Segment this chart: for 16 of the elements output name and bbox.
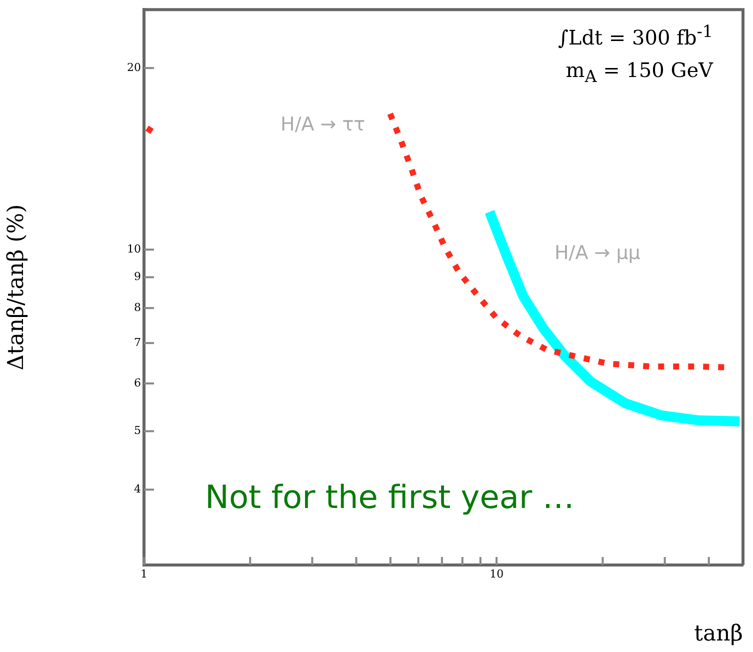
x-axis-title: tanβ xyxy=(694,622,743,647)
annotation: m$_{A}$ = 150 GeV xyxy=(566,58,713,86)
y-tick-label: 9 xyxy=(134,270,141,284)
y-tick-label: 8 xyxy=(134,300,141,314)
y-axis-title: Δtanβ/tanβ (%) xyxy=(4,204,29,370)
y-tick-label: 5 xyxy=(134,424,141,438)
y-tick-label: 6 xyxy=(134,376,141,390)
annotation: ∫Ldt = 300 fb$^{-1}$ xyxy=(558,22,713,50)
y-tick-label: 20 xyxy=(127,60,141,74)
annotation: Not for the first year … xyxy=(205,478,574,516)
y-tick-label: 4 xyxy=(134,482,141,496)
x-tick-label: 1 xyxy=(140,567,148,580)
series-label: H/A → ττ xyxy=(280,114,366,136)
y-tick-label: 10 xyxy=(127,242,141,256)
y-tick-label: 7 xyxy=(134,336,141,349)
text: H/A → μμ xyxy=(554,242,640,264)
